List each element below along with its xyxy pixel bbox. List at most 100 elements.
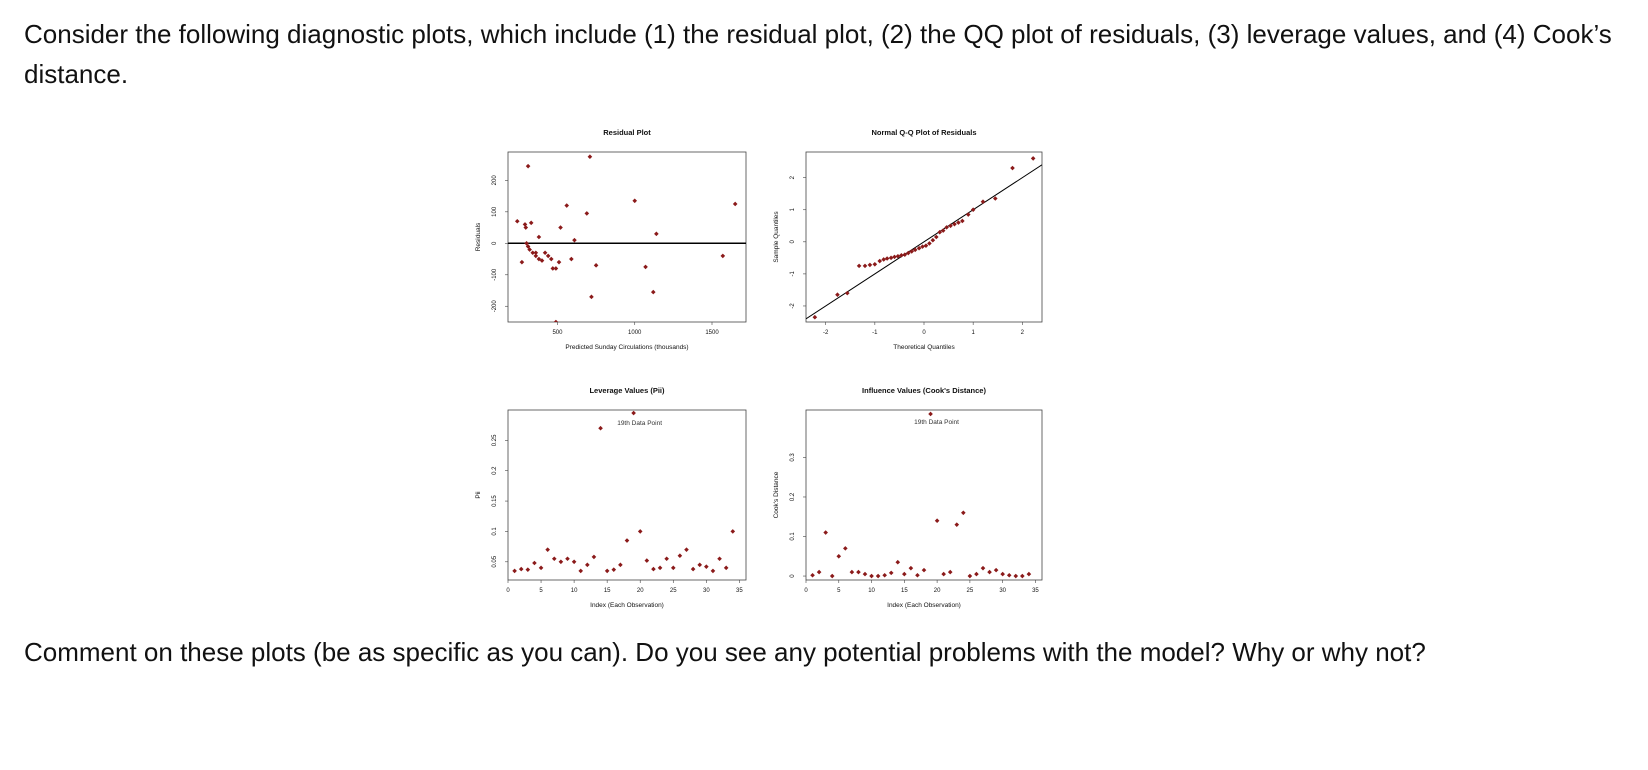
cooks-data-point <box>902 571 907 577</box>
cooks-data-point <box>1020 573 1025 579</box>
residual-x-tick-label: 1000 <box>628 330 642 336</box>
leverage-data-point <box>618 562 623 568</box>
leverage-data-point <box>585 562 590 568</box>
residual-data-point <box>654 231 659 237</box>
residual-plot-area <box>508 154 746 322</box>
cooks-plot-area <box>810 411 1032 579</box>
question-prompt: Comment on these plots (be as specific a… <box>24 637 1426 667</box>
leverage-data-point <box>664 556 669 562</box>
residual-data-point <box>553 319 559 322</box>
cooks-x-tick-label: 20 <box>934 588 941 594</box>
leverage-data-point <box>631 410 636 416</box>
leverage-plot-panel: Leverage Values (Pii) 0 5 10 15 20 25 30 35 0.05 0… <box>475 386 747 609</box>
qq-data-point <box>888 255 894 261</box>
cooks-x-axis-label: Index (Each Observation) <box>887 602 961 609</box>
cooks-y-tick-label: 0 <box>790 574 796 578</box>
residual-y-tick-label: -100 <box>492 268 498 281</box>
qq-data-point <box>892 254 897 260</box>
leverage-x-tick-label: 10 <box>571 588 578 594</box>
leverage-data-point <box>558 559 564 565</box>
residual-data-point <box>550 266 556 271</box>
leverage-plot-area <box>512 410 736 574</box>
leverage-data-point <box>704 564 709 569</box>
leverage-y-tick-label: 0.2 <box>492 466 498 475</box>
qq-data-point <box>1010 165 1015 171</box>
cooks-data-point <box>1013 573 1019 579</box>
qq-data-point <box>952 221 957 227</box>
qq-x-tick-label: 1 <box>971 330 975 336</box>
residual-data-point <box>556 259 562 265</box>
leverage-data-point <box>604 568 610 574</box>
leverage-y-axis-label: Pii <box>475 491 482 498</box>
qq-data-point <box>980 199 986 205</box>
leverage-y-tick-label: 0.25 <box>492 434 498 446</box>
leverage-data-point <box>512 568 517 574</box>
leverage-data-point <box>717 556 722 562</box>
cooks-data-point <box>993 567 999 573</box>
qq-y-tick-label: 1 <box>790 207 796 211</box>
residual-y-tick-label: 100 <box>492 206 498 217</box>
residual-data-point <box>519 259 525 265</box>
cooks-data-point <box>823 530 828 535</box>
residual-data-point <box>514 218 520 224</box>
leverage-data-point <box>518 566 524 572</box>
cooks-data-point <box>849 569 855 575</box>
leverage-data-point <box>538 565 544 571</box>
residual-data-point <box>525 163 531 169</box>
qq-data-point <box>912 247 918 253</box>
qq-x-axis-label: Theoretical Quantiles <box>893 344 955 351</box>
leverage-data-point <box>637 529 643 534</box>
cooks-data-point <box>816 569 822 575</box>
qq-plot-panel: Normal Q-Q Plot of Residuals -2 -1 0 1 2 -2 -1 0… <box>773 128 1043 351</box>
qq-data-point <box>1030 156 1036 161</box>
qq-y-tick-label: 2 <box>790 175 796 179</box>
qq-x-tick-label: -2 <box>823 330 829 336</box>
qq-data-point <box>862 263 868 269</box>
cooks-y-tick-label: 0.3 <box>790 453 796 462</box>
cooks-data-point <box>961 510 966 516</box>
leverage-data-point <box>644 558 650 563</box>
residual-data-point <box>569 256 574 262</box>
qq-x-tick-label: 0 <box>922 330 926 336</box>
qq-data-point <box>944 225 949 230</box>
residual-data-point <box>542 250 548 256</box>
leverage-data-point <box>723 565 729 571</box>
leverage-data-point <box>551 556 557 562</box>
cooks-x-tick-label: 10 <box>868 588 875 594</box>
leverage-x-tick-label: 20 <box>637 588 644 594</box>
residual-data-point <box>528 220 534 226</box>
leverage-data-point <box>670 565 676 571</box>
leverage-x-tick-label: 5 <box>539 588 543 594</box>
cooks-data-point <box>856 569 861 575</box>
cooks-data-point <box>987 569 992 575</box>
leverage-data-point <box>684 547 689 552</box>
leverage-x-tick-label: 15 <box>604 588 611 594</box>
residual-data-point <box>533 250 539 256</box>
residual-y-tick-label: -200 <box>492 300 498 313</box>
qq-y-axis-label: Sample Quantiles <box>773 211 780 263</box>
leverage-data-point <box>532 560 537 566</box>
qq-plot-area <box>806 156 1042 320</box>
qq-x-tick-label: -1 <box>872 330 878 336</box>
residual-data-point <box>524 240 529 246</box>
residual-data-point <box>522 222 528 227</box>
leverage-x-tick-label: 25 <box>670 588 677 594</box>
qq-data-point <box>884 256 890 261</box>
leverage-y-tick-label: 0.15 <box>492 495 498 507</box>
cooks-data-point <box>895 559 901 565</box>
cooks-data-point <box>947 569 953 575</box>
qq-y-tick-label: -2 <box>790 303 796 309</box>
cooks-x-tick-label: 15 <box>901 588 908 594</box>
qq-title: Normal Q-Q Plot of Residuals <box>871 128 976 137</box>
residual-data-point <box>525 244 531 249</box>
residual-data-point <box>536 256 542 262</box>
leverage-title: Leverage Values (Pii) <box>589 386 665 395</box>
leverage-data-point <box>578 568 584 574</box>
residual-plot-panel: Residual Plot 500 1000 1500 -200 -100 0 100 200 P… <box>475 128 747 351</box>
qq-data-point <box>909 249 915 254</box>
residual-data-point <box>564 203 570 208</box>
leverage-data-point <box>624 538 630 543</box>
residual-y-tick-label: 200 <box>492 175 498 186</box>
residual-data-point <box>572 237 577 243</box>
qq-data-point <box>960 218 965 224</box>
